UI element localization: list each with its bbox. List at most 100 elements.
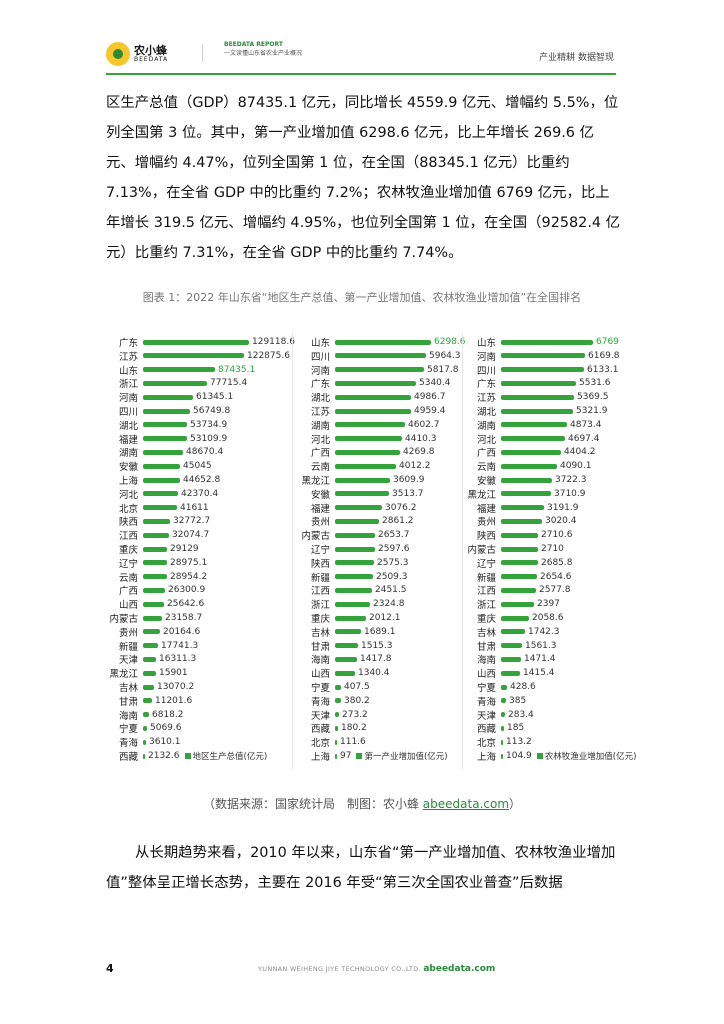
bar-category-label: 山西 <box>118 600 138 612</box>
bar <box>501 739 503 745</box>
bar-value-label: 3513.7 <box>392 488 424 499</box>
bar-value-label: 5321.9 <box>576 406 608 416</box>
bar-category-label: 吉林 <box>118 683 138 694</box>
bar-value-label: 32772.7 <box>173 516 211 527</box>
bar-category-label: 内蒙古 <box>301 531 330 543</box>
bar <box>143 463 180 469</box>
bar-category-label: 上海 <box>310 752 330 763</box>
bar-row: 贵州 2861.2 <box>298 512 414 530</box>
bar-row: 江苏 5369.5 <box>464 388 609 406</box>
bar-row: 江西 2451.5 <box>298 581 407 599</box>
bar-row: 江苏 4959.4 <box>298 402 446 420</box>
bar-row: 甘肃 11201.6 <box>106 692 192 710</box>
bar <box>143 615 162 621</box>
page-header: 农小蜂 BEEDATA BEEDATA REPORT 一文读懂山东省农业产业概况… <box>106 38 616 78</box>
bar-value-label: 4012.2 <box>399 461 431 472</box>
bar-row: 江苏 122875.6 <box>106 347 290 365</box>
bar-category-label: 福建 <box>118 434 138 446</box>
logo-en: BEEDATA <box>134 56 169 63</box>
bar-value-label: 2654.6 <box>540 571 572 582</box>
bar-value-label: 77715.4 <box>210 378 248 389</box>
bar-category-label: 浙江 <box>118 379 138 391</box>
bar-row: 宁夏 428.6 <box>464 678 536 696</box>
bar-row: 安徽 3513.7 <box>298 485 424 503</box>
bar-row: 西藏 180.2 <box>298 719 367 737</box>
bar-category-label: 重庆 <box>310 614 330 625</box>
bar <box>335 560 374 566</box>
bar <box>501 698 506 704</box>
bar-row: 陕西 2575.3 <box>298 554 409 572</box>
bar-category-label: 甘肃 <box>118 696 138 708</box>
source-close: ） <box>509 797 522 811</box>
bar-value-label: 6298.6 <box>434 337 466 347</box>
bar-value-label: 2597.6 <box>378 544 410 554</box>
bar-row: 云南 28954.2 <box>106 568 207 586</box>
bar-category-label: 上海 <box>118 476 138 487</box>
bar-value-label: 407.5 <box>344 682 370 692</box>
bar-category-label: 云南 <box>118 572 138 584</box>
bar <box>143 353 244 359</box>
bar-category-label: 广西 <box>476 448 496 460</box>
bar <box>335 422 405 428</box>
bar-row: 宁夏 407.5 <box>298 678 370 696</box>
bar <box>143 629 160 635</box>
panel-divider <box>292 333 293 769</box>
bar-category-label: 江苏 <box>476 393 496 405</box>
bar-row: 江西 32074.7 <box>106 526 209 544</box>
bar <box>143 698 152 704</box>
bar-category-label: 浙江 <box>310 600 330 612</box>
bar <box>501 505 544 511</box>
bar-value-label: 111.6 <box>340 737 366 748</box>
bar <box>143 449 183 455</box>
bar-value-label: 1417.8 <box>360 654 392 665</box>
bar-row: 海南 1417.8 <box>298 650 392 668</box>
bar-category-label: 浙江 <box>476 600 496 612</box>
bar-value-label: 2575.3 <box>377 557 409 568</box>
bar-category-label: 重庆 <box>476 614 496 625</box>
bar-value-label: 5340.4 <box>419 378 451 389</box>
figure-title: 图表 1：2022 年山东省“地区生产总值、第一产业增加值、农林牧渔业增加值”在… <box>142 291 582 304</box>
bar-value-label: 4269.8 <box>403 447 435 458</box>
bar-row: 四川 5964.3 <box>298 347 461 365</box>
bar-row: 福建 53109.9 <box>106 430 227 448</box>
bar <box>143 477 180 483</box>
bar <box>501 491 551 497</box>
bar-value-label: 41611 <box>180 502 209 513</box>
bar-value-label: 428.6 <box>510 682 536 692</box>
bar-row: 重庆 2058.6 <box>464 609 564 627</box>
bar-row: 湖南 48670.4 <box>106 443 223 461</box>
legend-swatch <box>356 753 363 759</box>
bar-category-label: 湖南 <box>118 448 138 460</box>
bar-value-label: 2509.3 <box>376 571 408 582</box>
bar-value-label: 2451.5 <box>375 585 407 596</box>
bar-value-label: 1340.4 <box>358 668 390 679</box>
bar <box>335 601 370 607</box>
bar-row: 湖南 4873.4 <box>464 416 602 434</box>
bar-row: 河北 4410.3 <box>298 430 437 448</box>
bar-row: 山西 1340.4 <box>298 664 390 682</box>
report-title-cn: 一文读懂山东省农业产业概况 <box>224 50 303 57</box>
bar-category-label: 青海 <box>118 738 138 750</box>
bar-row: 上海 44652.8 <box>106 471 220 489</box>
bar-row: 广西 4404.2 <box>464 443 596 461</box>
bar-row: 黑龙江 3710.9 <box>464 485 585 503</box>
bar-value-label: 53109.9 <box>190 433 228 444</box>
bar-category-label: 贵州 <box>310 517 330 529</box>
bar-category-label: 新疆 <box>476 572 496 584</box>
body-paragraph-2: 从长期趋势来看，2010 年以来，山东省“第一产业增加值、农林牧渔业增加值”整体… <box>106 845 616 891</box>
source-link[interactable]: abeedata.com <box>422 797 510 811</box>
bar <box>143 753 145 759</box>
bar <box>335 712 339 718</box>
bar-value-label: 2058.6 <box>532 613 564 623</box>
header-divider <box>202 44 203 62</box>
bar-row: 甘肃 1515.3 <box>298 637 393 655</box>
bar-row: 山东 6298.6 <box>298 333 466 351</box>
bar-row: 山东 87435.1 <box>106 361 255 379</box>
chart-panel-agriculture: 山东 6769 河南 6169.8 四川 6133.1 广东 5531.6 江苏 5369.5 湖北… <box>464 333 644 769</box>
bar <box>501 712 505 718</box>
footer-site[interactable]: abeedata.com <box>423 964 496 974</box>
bar <box>335 449 400 455</box>
bar-row: 安徽 45045 <box>106 457 212 475</box>
bar-category-label: 湖北 <box>118 420 138 432</box>
bar-row: 浙江 2397 <box>464 595 560 613</box>
